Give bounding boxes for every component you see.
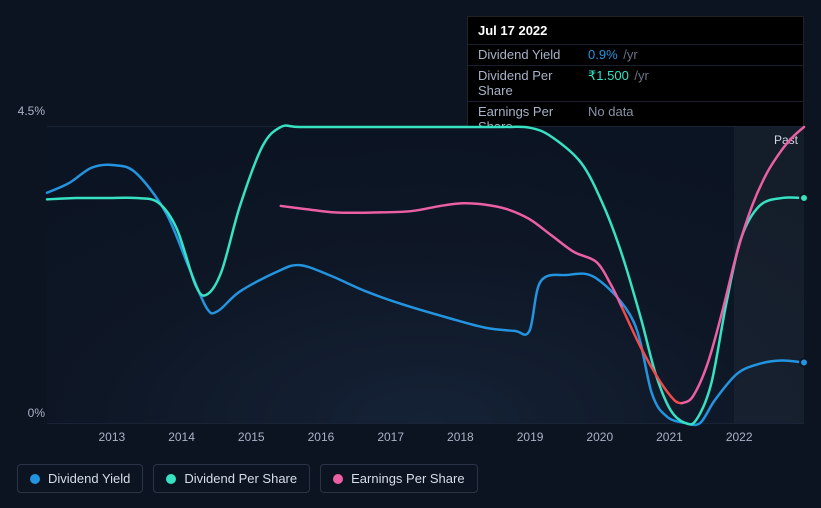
- y-axis-bottom: 0%: [28, 406, 45, 420]
- tooltip-date: Jul 17 2022: [468, 17, 803, 44]
- x-tick: 2013: [77, 430, 147, 444]
- x-tick: 2014: [147, 430, 217, 444]
- tooltip-row: Dividend Yield0.9% /yr: [468, 44, 803, 65]
- tooltip-label: Dividend Per Share: [478, 68, 588, 98]
- y-axis-top: 4.5%: [18, 104, 45, 118]
- legend-swatch: [333, 474, 343, 484]
- tooltip-label: Dividend Yield: [478, 47, 588, 62]
- x-tick: 2016: [286, 430, 356, 444]
- legend-swatch: [30, 474, 40, 484]
- y-axis: 4.5% 0%: [17, 108, 45, 424]
- legend-label: Dividend Per Share: [184, 471, 297, 486]
- x-tick: 2021: [635, 430, 705, 444]
- legend-item[interactable]: Dividend Per Share: [153, 464, 310, 493]
- legend-item[interactable]: Dividend Yield: [17, 464, 143, 493]
- line-svg: [47, 127, 804, 423]
- legend-swatch: [166, 474, 176, 484]
- legend: Dividend Yield Dividend Per Share Earnings…: [17, 464, 478, 493]
- plot-region[interactable]: Past: [47, 126, 804, 424]
- tooltip-value: 0.9% /yr: [588, 47, 638, 62]
- x-tick: 2018: [426, 430, 496, 444]
- x-tick: 2015: [216, 430, 286, 444]
- legend-label: Earnings Per Share: [351, 471, 464, 486]
- tooltip-row: Dividend Per Share₹1.500 /yr: [468, 65, 803, 101]
- legend-label: Dividend Yield: [48, 471, 130, 486]
- chart-area: 4.5% 0% Past 201320142015201620172018201…: [17, 108, 804, 448]
- tooltip-value: ₹1.500 /yr: [588, 68, 649, 98]
- x-axis: 2013201420152016201720182019202020212022: [47, 430, 804, 444]
- legend-item[interactable]: Earnings Per Share: [320, 464, 477, 493]
- x-tick: 2019: [495, 430, 565, 444]
- x-tick: 2020: [565, 430, 635, 444]
- x-tick: 2017: [356, 430, 426, 444]
- x-tick: 2022: [704, 430, 774, 444]
